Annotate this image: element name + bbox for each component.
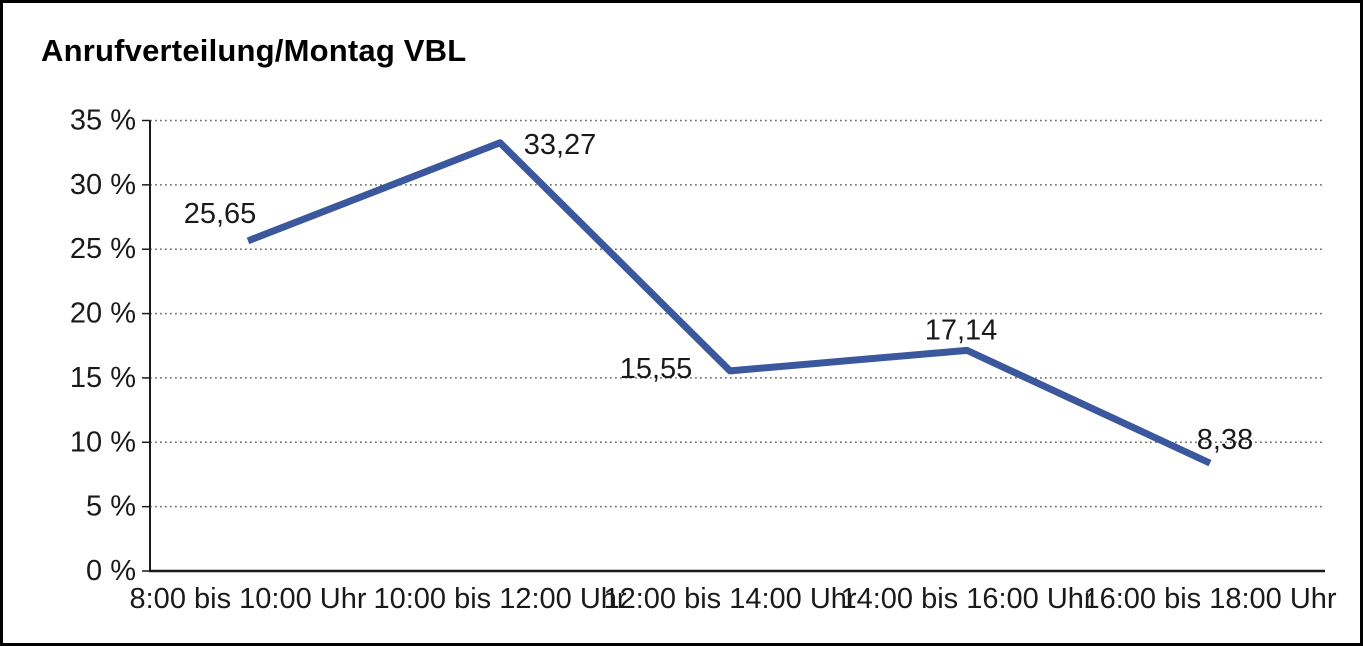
y-tick-label: 25 %	[70, 233, 136, 265]
x-axis-label: 10:00 bis 12:00 Uhr	[373, 583, 626, 615]
data-label: 17,14	[925, 314, 998, 346]
y-tick-label: 35 %	[70, 105, 136, 137]
y-tick-label: 10 %	[70, 426, 136, 458]
x-axis-label: 12:00 bis 14:00 Uhr	[603, 583, 856, 615]
line-chart: 0 % 5 % 10 % 15 % 20 % 25 % 30 % 35 % 8:00 bis 1…	[70, 105, 1337, 616]
data-label: 8,38	[1197, 424, 1253, 456]
chart-title: Anrufverteilung/Montag VBL	[41, 33, 467, 68]
x-axis-label: 8:00 bis 10:00 Uhr	[130, 583, 367, 615]
x-axis-label: 14:00 bis 16:00 Uhr	[840, 583, 1093, 615]
data-label: 15,55	[620, 353, 693, 385]
data-label: 33,27	[524, 129, 597, 161]
y-tick-label: 5 %	[86, 491, 136, 523]
y-tick-label: 30 %	[70, 169, 136, 201]
y-tick-label: 0 %	[86, 555, 136, 587]
data-line	[246, 139, 1212, 467]
y-tick-label: 20 %	[70, 298, 136, 330]
y-tick-label: 15 %	[70, 362, 136, 394]
data-label: 25,65	[184, 198, 257, 230]
x-axis-label: 16:00 bis 18:00 Uhr	[1083, 583, 1336, 615]
